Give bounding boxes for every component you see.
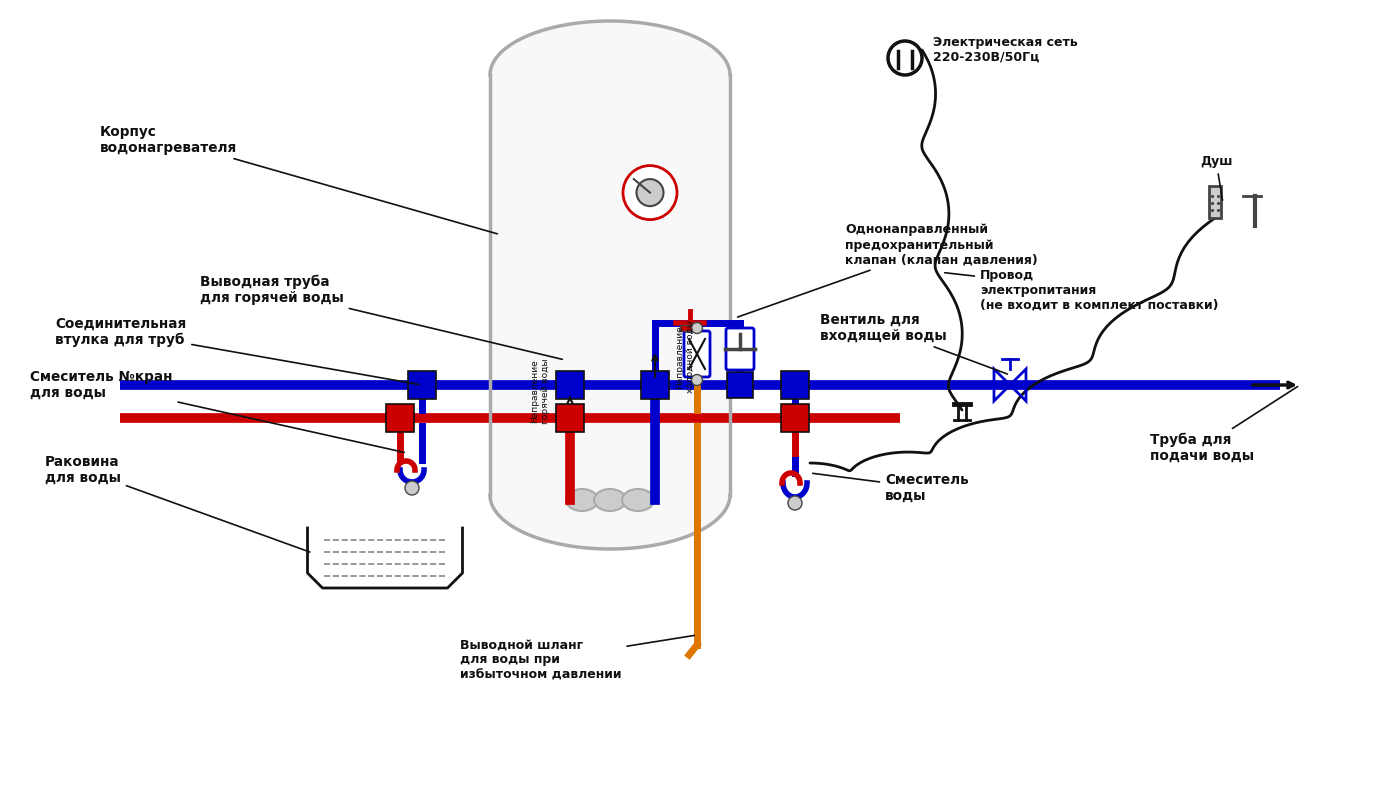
Text: Смеситель №кран
для воды: Смеситель №кран для воды (30, 370, 404, 452)
Circle shape (692, 374, 703, 386)
Bar (680, 325, 700, 331)
Text: Электрическая сеть
220-230В/50Гц: Электрическая сеть 220-230В/50Гц (933, 36, 1078, 64)
Bar (556, 371, 584, 399)
Text: Выводная труба
для горячей воды: Выводная труба для горячей воды (201, 274, 562, 359)
FancyBboxPatch shape (684, 331, 710, 377)
Text: Смеситель
воды: Смеситель воды (812, 473, 969, 503)
Bar (408, 371, 436, 399)
Ellipse shape (490, 441, 729, 549)
Text: Труба для
подачи воды: Труба для подачи воды (1150, 386, 1298, 463)
Circle shape (692, 322, 703, 334)
FancyBboxPatch shape (727, 328, 754, 370)
Text: Провод
электропитания
(не входит в комплект поставки): Провод электропитания (не входит в компл… (945, 269, 1218, 311)
Bar (641, 371, 668, 399)
Ellipse shape (594, 489, 626, 511)
Text: Соединительная
втулка для труб: Соединительная втулка для труб (55, 317, 419, 385)
Ellipse shape (566, 489, 598, 511)
Circle shape (406, 481, 419, 495)
Bar (728, 373, 753, 398)
Circle shape (637, 179, 663, 206)
Circle shape (889, 41, 922, 75)
Text: Душ: Душ (1200, 155, 1233, 200)
Text: Однонаправленный
предохранительный
клапан (клапан давления): Однонаправленный предохранительный клапа… (738, 223, 1038, 317)
Bar (781, 371, 810, 399)
Text: Корпус
водонагревателя: Корпус водонагревателя (100, 125, 497, 234)
Bar (490, 75, 729, 495)
Bar (386, 404, 414, 432)
Text: Раковина
для воды: Раковина для воды (46, 455, 310, 552)
Text: Направление
холодной воды: Направление холодной воды (675, 321, 695, 394)
Bar (1210, 186, 1221, 218)
Ellipse shape (621, 489, 655, 511)
Text: Направление
горячей воды: Направление горячей воды (530, 358, 549, 424)
Circle shape (623, 166, 677, 219)
Ellipse shape (490, 21, 729, 129)
Circle shape (787, 496, 801, 510)
Bar (556, 404, 584, 432)
Text: Выводной шланг
для воды при
избыточном давлении: Выводной шланг для воды при избыточном д… (459, 635, 695, 682)
Bar (781, 404, 810, 432)
Text: Вентиль для
входящей воды: Вентиль для входящей воды (819, 313, 1008, 374)
